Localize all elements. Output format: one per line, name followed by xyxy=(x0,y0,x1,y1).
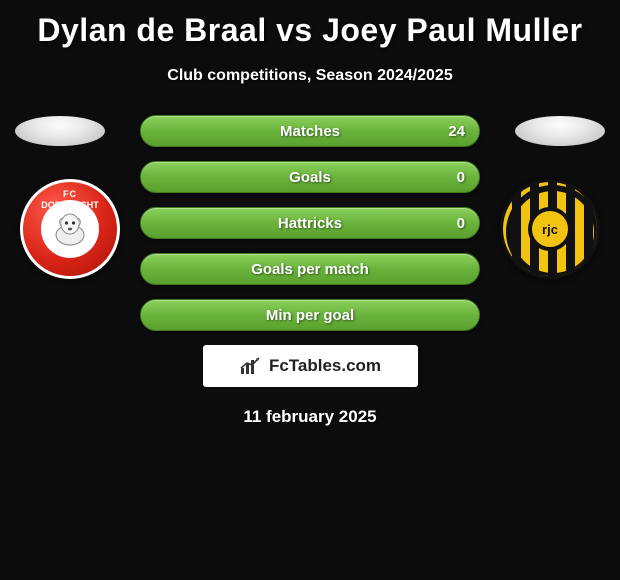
chart-icon xyxy=(239,356,263,376)
stat-row-goals-per-match: Goals per match xyxy=(140,253,480,285)
stat-value-right: 0 xyxy=(457,215,465,232)
roda-center-text: rjc xyxy=(528,207,572,251)
stat-row-goals: Goals 0 xyxy=(140,161,480,193)
comparison-area: FC DORDRECHT rjc Matches xyxy=(0,115,620,427)
stat-label: Hattricks xyxy=(278,215,342,232)
stat-row-hattricks: Hattricks 0 xyxy=(140,207,480,239)
stat-row-min-per-goal: Min per goal xyxy=(140,299,480,331)
stat-label: Matches xyxy=(280,123,340,140)
stat-row-matches: Matches 24 xyxy=(140,115,480,147)
subtitle: Club competitions, Season 2024/2025 xyxy=(0,67,620,85)
branding-box: FcTables.com xyxy=(203,345,418,387)
sheep-icon xyxy=(48,207,92,251)
dordrecht-fc-text: FC xyxy=(23,189,117,199)
stat-label: Goals xyxy=(289,169,331,186)
stat-value-right: 0 xyxy=(457,169,465,186)
stat-label: Goals per match xyxy=(251,261,369,278)
stat-value-right: 24 xyxy=(448,123,465,140)
page-title: Dylan de Braal vs Joey Paul Muller xyxy=(0,0,620,49)
date-text: 11 february 2025 xyxy=(0,407,620,427)
left-player-marker xyxy=(15,116,105,146)
stat-label: Min per goal xyxy=(266,307,354,324)
stats-list: Matches 24 Goals 0 Hattricks 0 Goals per… xyxy=(140,115,480,331)
right-player-marker xyxy=(515,116,605,146)
branding-text: FcTables.com xyxy=(269,356,381,376)
right-team-badge: rjc xyxy=(500,179,600,279)
left-team-badge: FC DORDRECHT xyxy=(20,179,120,279)
